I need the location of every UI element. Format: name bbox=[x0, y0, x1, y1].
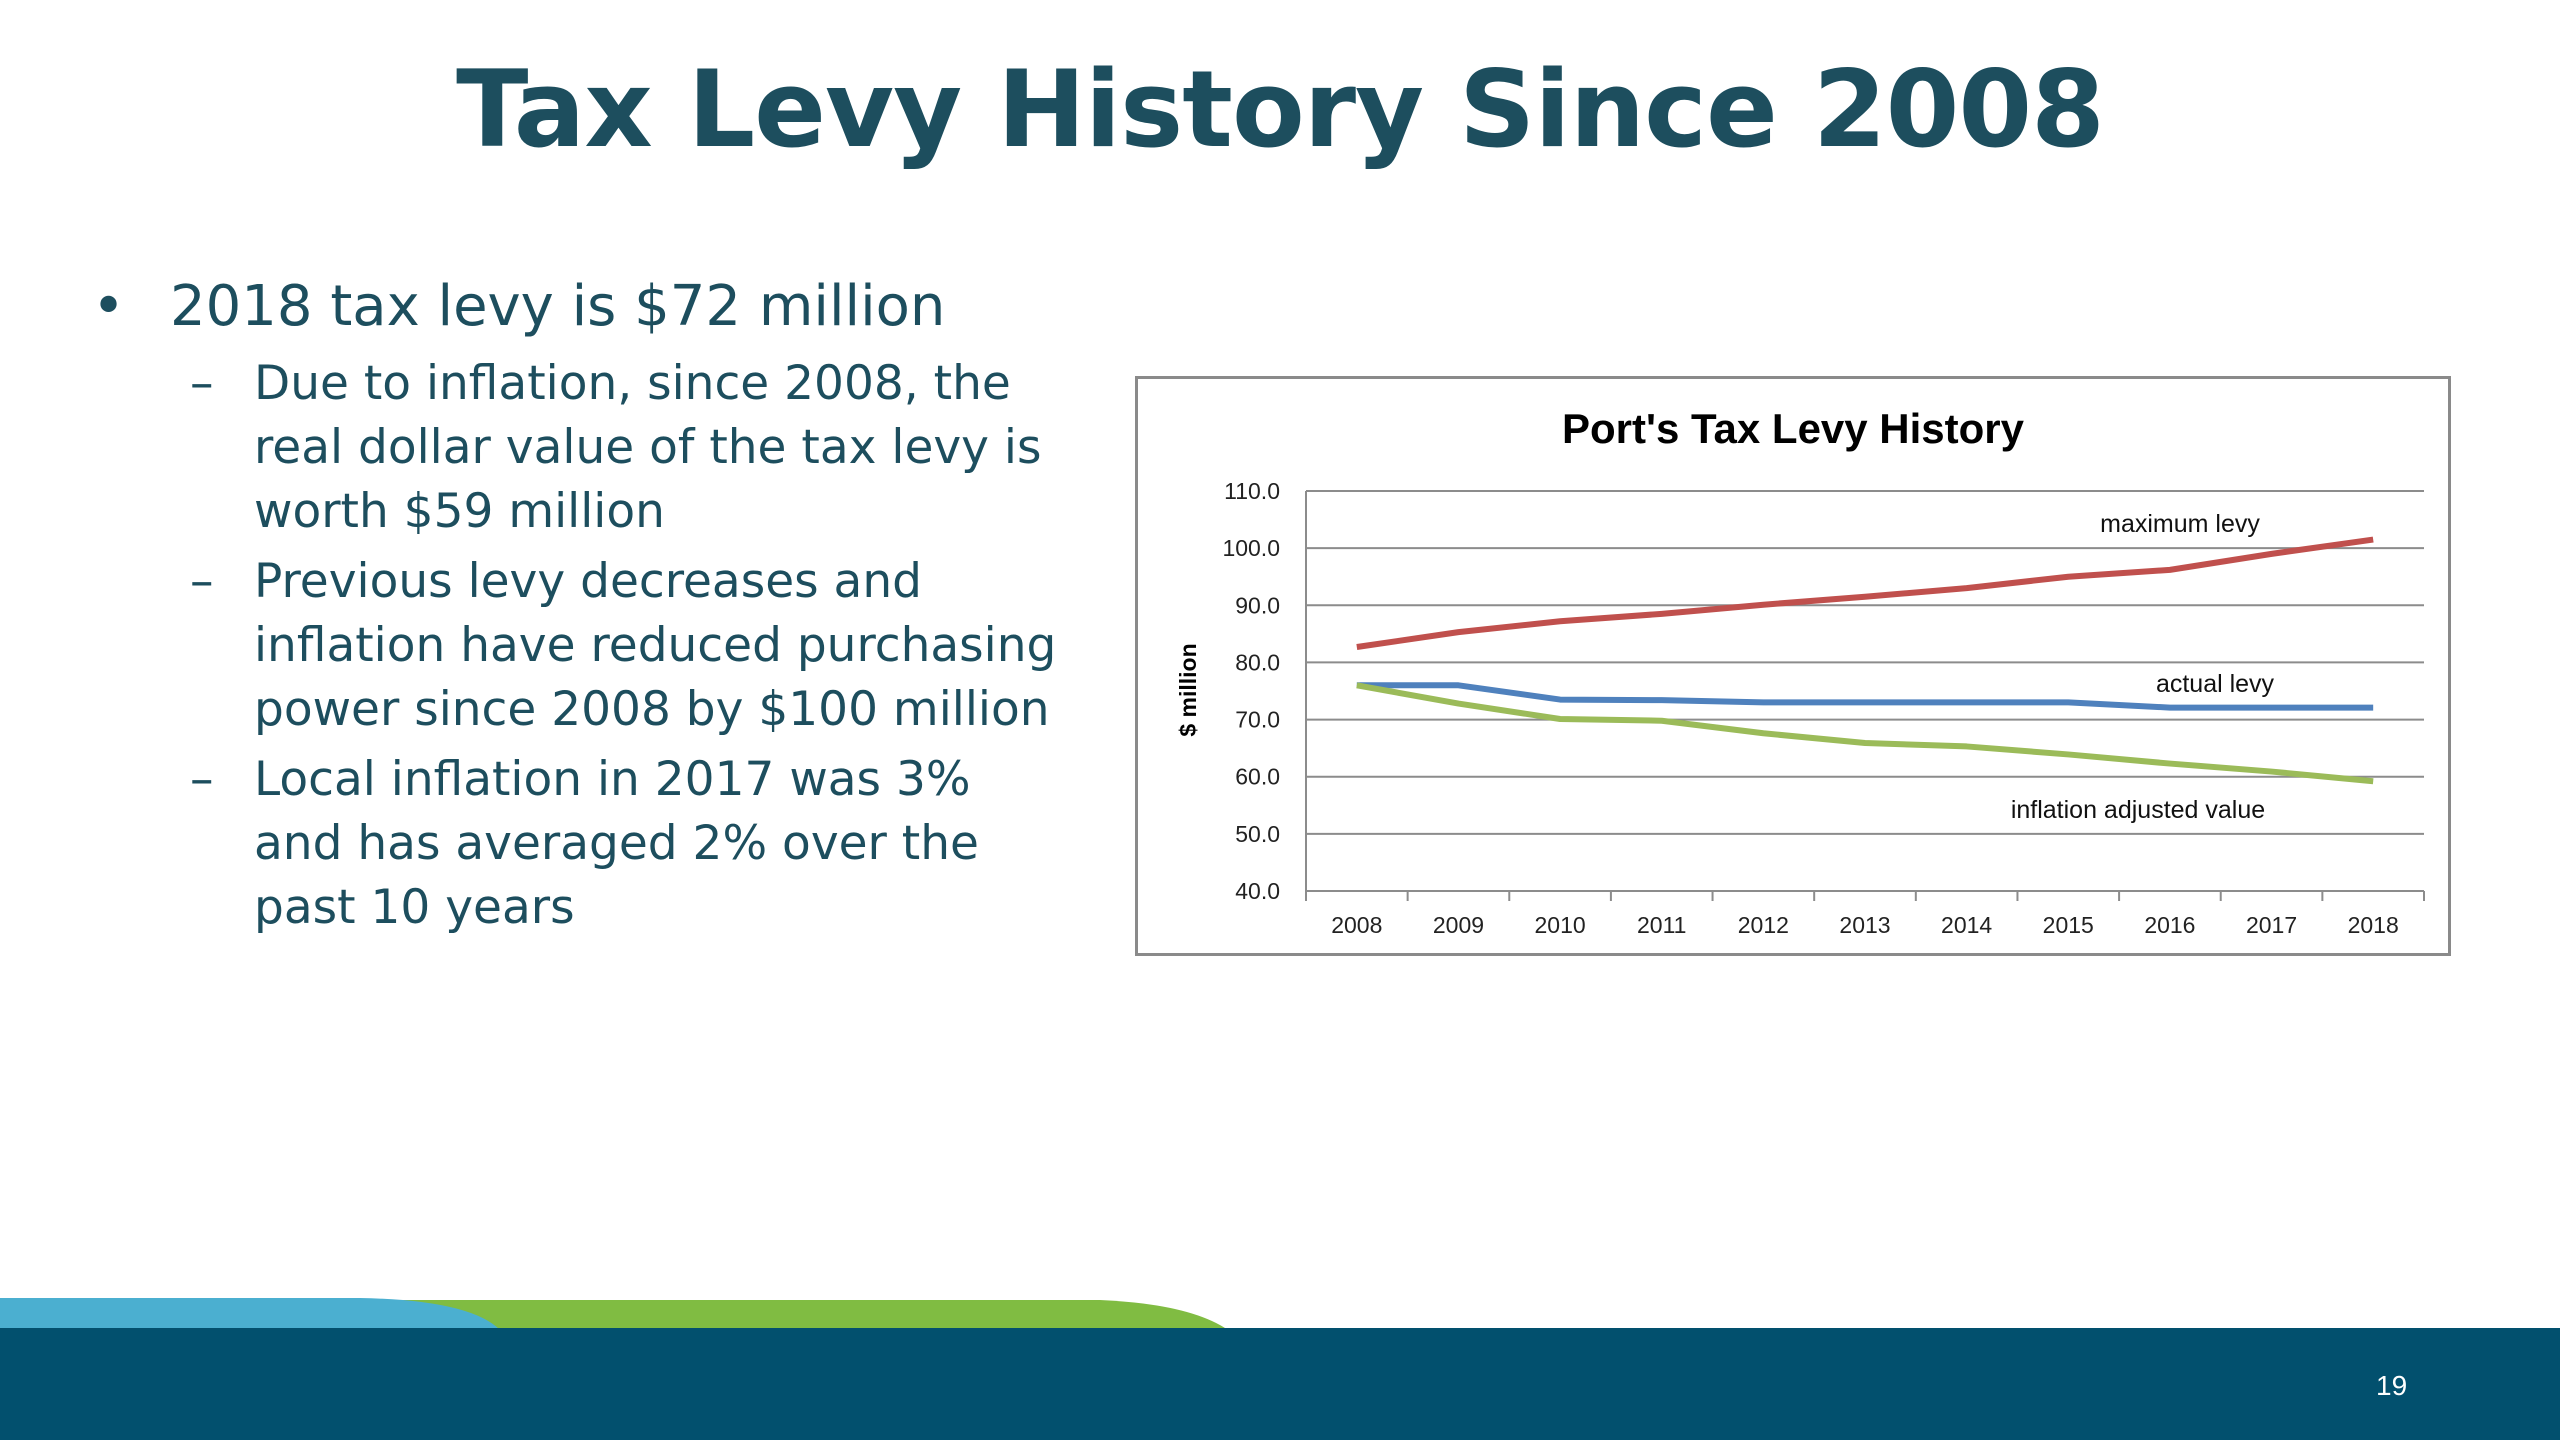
sub-bullet-text: Due to inflation, since 2008, the real d… bbox=[254, 356, 1042, 539]
page-number: 19 bbox=[2376, 1370, 2408, 1401]
bullet-text: 2018 tax levy is $72 million bbox=[170, 274, 946, 339]
chart-title: Port's Tax Levy History bbox=[1562, 405, 2025, 452]
bullet-list: • 2018 tax levy is $72 million – Due to in… bbox=[92, 268, 1072, 940]
x-tick-label: 2010 bbox=[1535, 912, 1586, 938]
dash: – bbox=[190, 554, 214, 609]
y-tick-label: 110.0 bbox=[1224, 478, 1280, 504]
series-line-maximum-levy bbox=[1356, 536, 2374, 650]
y-tick-label: 50.0 bbox=[1235, 821, 1280, 847]
dash: – bbox=[190, 356, 214, 411]
y-tick-label: 80.0 bbox=[1235, 649, 1280, 675]
sub-bullet: – Local inflation in 2017 was 3% and has … bbox=[92, 748, 1072, 940]
y-tick-label: 40.0 bbox=[1235, 878, 1280, 904]
dash: – bbox=[190, 752, 214, 807]
series-label: actual levy bbox=[2156, 670, 2275, 698]
y-tick-label: 60.0 bbox=[1235, 764, 1280, 790]
bullet-main: • 2018 tax levy is $72 million bbox=[92, 268, 1072, 346]
x-tick-label: 2009 bbox=[1433, 912, 1484, 938]
x-tick-label: 2016 bbox=[2144, 912, 2195, 938]
series-label: inflation adjusted value bbox=[2011, 796, 2265, 824]
y-tick-label: 90.0 bbox=[1235, 592, 1280, 618]
green-wave bbox=[370, 1300, 1228, 1330]
sub-bullet-text: Previous levy decreases and inflation ha… bbox=[254, 554, 1057, 737]
sub-bullet: – Due to inflation, since 2008, the real … bbox=[92, 352, 1072, 544]
sub-bullet: – Previous levy decreases and inflation h… bbox=[92, 550, 1072, 742]
x-tick-label: 2015 bbox=[2043, 912, 2094, 938]
bullet-dot: • bbox=[92, 274, 126, 339]
sub-bullet-text: Local inflation in 2017 was 3% and has a… bbox=[254, 752, 979, 935]
footer-accent-waves bbox=[0, 1298, 1228, 1330]
chart-frame bbox=[1135, 376, 2451, 956]
y-tick-label: 70.0 bbox=[1235, 707, 1280, 733]
x-tick-label: 2018 bbox=[2348, 912, 2399, 938]
y-tick-label: 100.0 bbox=[1222, 535, 1280, 561]
x-tick-label: 2011 bbox=[1637, 912, 1686, 938]
x-tick-label: 2014 bbox=[1941, 912, 1992, 938]
series-label: maximum levy bbox=[2100, 510, 2260, 538]
x-tick-label: 2017 bbox=[2246, 912, 2297, 938]
x-tick-label: 2008 bbox=[1331, 912, 1382, 938]
slide-title: Tax Levy History Since 2008 bbox=[456, 48, 2105, 171]
x-tick-label: 2013 bbox=[1839, 912, 1890, 938]
y-axis-label: $ million bbox=[1175, 643, 1201, 736]
blue-wave bbox=[0, 1298, 500, 1330]
footer-bar bbox=[0, 1328, 2560, 1440]
x-tick-label: 2012 bbox=[1738, 912, 1789, 938]
